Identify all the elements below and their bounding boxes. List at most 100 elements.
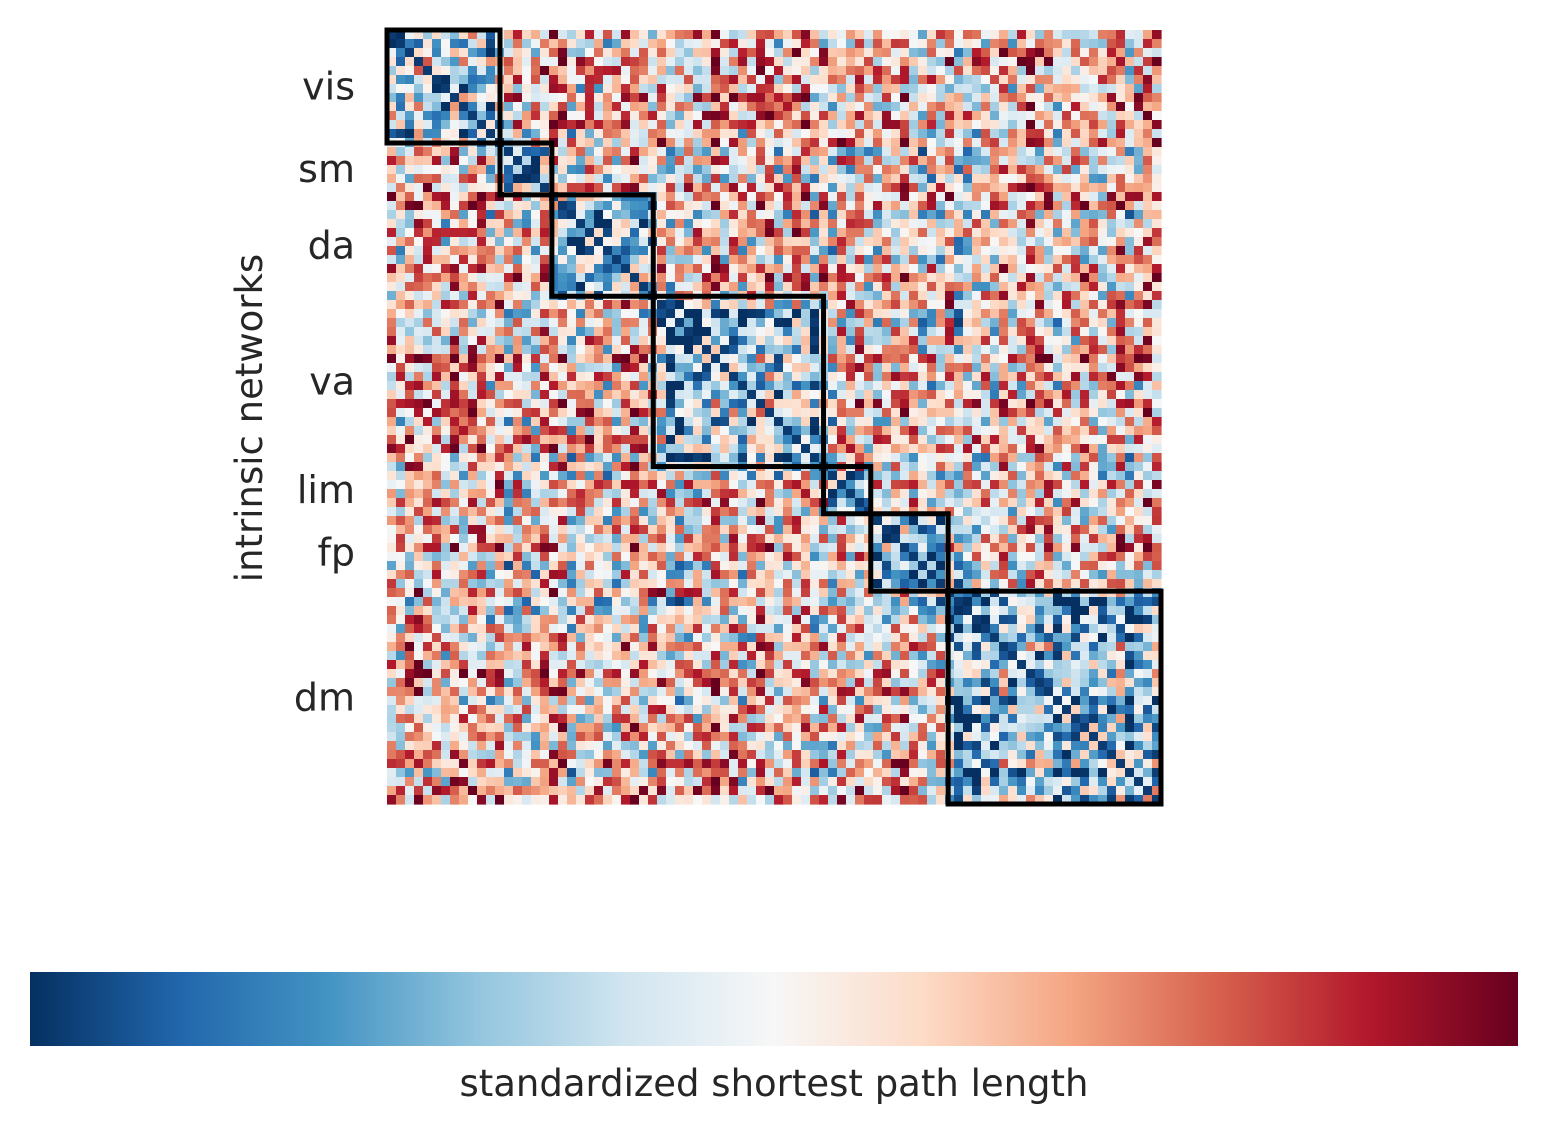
- heatmap-cell: [792, 345, 802, 355]
- heatmap-cell: [450, 300, 460, 310]
- heatmap-cell: [711, 318, 721, 328]
- heatmap-cell: [594, 129, 604, 139]
- heatmap-cell: [594, 399, 604, 409]
- heatmap-cell: [621, 354, 631, 364]
- heatmap-cell: [765, 426, 775, 436]
- heatmap-cell: [1035, 129, 1045, 139]
- heatmap-cell: [657, 30, 667, 40]
- heatmap-cell: [927, 480, 937, 490]
- heatmap-cell: [459, 273, 469, 283]
- heatmap-cell: [999, 282, 1009, 292]
- heatmap-cell: [1134, 399, 1144, 409]
- heatmap-cell: [621, 237, 631, 247]
- heatmap-cell: [693, 480, 703, 490]
- heatmap-cell: [549, 345, 559, 355]
- heatmap-cell: [531, 480, 541, 490]
- heatmap-cell: [423, 300, 433, 310]
- heatmap-cell: [783, 318, 793, 328]
- heatmap-cell: [423, 444, 433, 454]
- heatmap-cell: [1035, 498, 1045, 508]
- heatmap-cell: [1080, 129, 1090, 139]
- heatmap-cell: [909, 246, 919, 256]
- heatmap-cell: [621, 462, 631, 472]
- heatmap-cell: [657, 354, 667, 364]
- heatmap-cell: [540, 426, 550, 436]
- heatmap-cell: [747, 417, 757, 427]
- heatmap-cell: [450, 381, 460, 391]
- heatmap-cell: [837, 417, 847, 427]
- heatmap-cell: [612, 498, 622, 508]
- heatmap-cell: [729, 354, 739, 364]
- heatmap-cell: [981, 84, 991, 94]
- heatmap-cell: [756, 39, 766, 49]
- heatmap-cell: [657, 435, 667, 445]
- heatmap-cell: [1026, 273, 1036, 283]
- heatmap-cell: [774, 534, 784, 544]
- heatmap-cell: [702, 372, 712, 382]
- heatmap-cell: [1125, 534, 1135, 544]
- heatmap-cell: [657, 300, 667, 310]
- heatmap-cell: [1134, 219, 1144, 229]
- heatmap-cell: [747, 66, 757, 76]
- heatmap-cell: [855, 66, 865, 76]
- heatmap-cell: [738, 75, 748, 85]
- heatmap-cell: [1017, 66, 1027, 76]
- heatmap-cell: [981, 111, 991, 121]
- heatmap-cell: [738, 345, 748, 355]
- heatmap-cell: [531, 147, 541, 157]
- heatmap-cell: [639, 489, 649, 499]
- heatmap-cell: [936, 120, 946, 130]
- heatmap-cell: [765, 444, 775, 454]
- heatmap-cell: [1044, 30, 1054, 40]
- heatmap-cell: [954, 93, 964, 103]
- heatmap-cell: [693, 525, 703, 535]
- heatmap-cell: [864, 48, 874, 58]
- heatmap-cell: [459, 237, 469, 247]
- heatmap-cell: [1116, 354, 1126, 364]
- heatmap-cell: [576, 525, 586, 535]
- heatmap-cell: [990, 219, 1000, 229]
- heatmap-cell: [747, 93, 757, 103]
- heatmap-cell: [981, 192, 991, 202]
- heatmap-cell: [864, 264, 874, 274]
- heatmap-cell: [567, 282, 577, 292]
- heatmap-cell: [936, 138, 946, 148]
- heatmap-cell: [1044, 48, 1054, 58]
- heatmap-cell: [1107, 174, 1117, 184]
- heatmap-cell: [945, 264, 955, 274]
- heatmap-cell: [810, 390, 820, 400]
- heatmap-cell: [450, 408, 460, 418]
- heatmap-cell: [909, 282, 919, 292]
- heatmap-cell: [594, 381, 604, 391]
- heatmap-cell: [621, 147, 631, 157]
- heatmap-cell: [702, 147, 712, 157]
- heatmap-cell: [405, 435, 415, 445]
- heatmap-cell: [963, 525, 973, 535]
- heatmap-cell: [585, 381, 595, 391]
- heatmap-cell: [927, 372, 937, 382]
- heatmap-cell: [891, 264, 901, 274]
- heatmap-cell: [927, 210, 937, 220]
- heatmap-cell: [999, 480, 1009, 490]
- heatmap-cell: [675, 129, 685, 139]
- heatmap-cell: [621, 480, 631, 490]
- heatmap-cell: [486, 255, 496, 265]
- heatmap-cell: [1017, 462, 1027, 472]
- heatmap-cell: [1134, 363, 1144, 373]
- heatmap-cell: [567, 273, 577, 283]
- heatmap-cell: [432, 399, 442, 409]
- heatmap-cell: [1008, 273, 1018, 283]
- heatmap-cell: [1062, 372, 1072, 382]
- heatmap-cell: [630, 84, 640, 94]
- heatmap-cell: [963, 435, 973, 445]
- heatmap-cell: [783, 372, 793, 382]
- heatmap-cell: [495, 426, 505, 436]
- heatmap-cell: [909, 93, 919, 103]
- heatmap-cell: [999, 345, 1009, 355]
- heatmap-cell: [936, 372, 946, 382]
- heatmap-cell: [432, 480, 442, 490]
- heatmap-cell: [891, 237, 901, 247]
- heatmap-cell: [963, 255, 973, 265]
- heatmap-cell: [990, 327, 1000, 337]
- heatmap-cell: [567, 147, 577, 157]
